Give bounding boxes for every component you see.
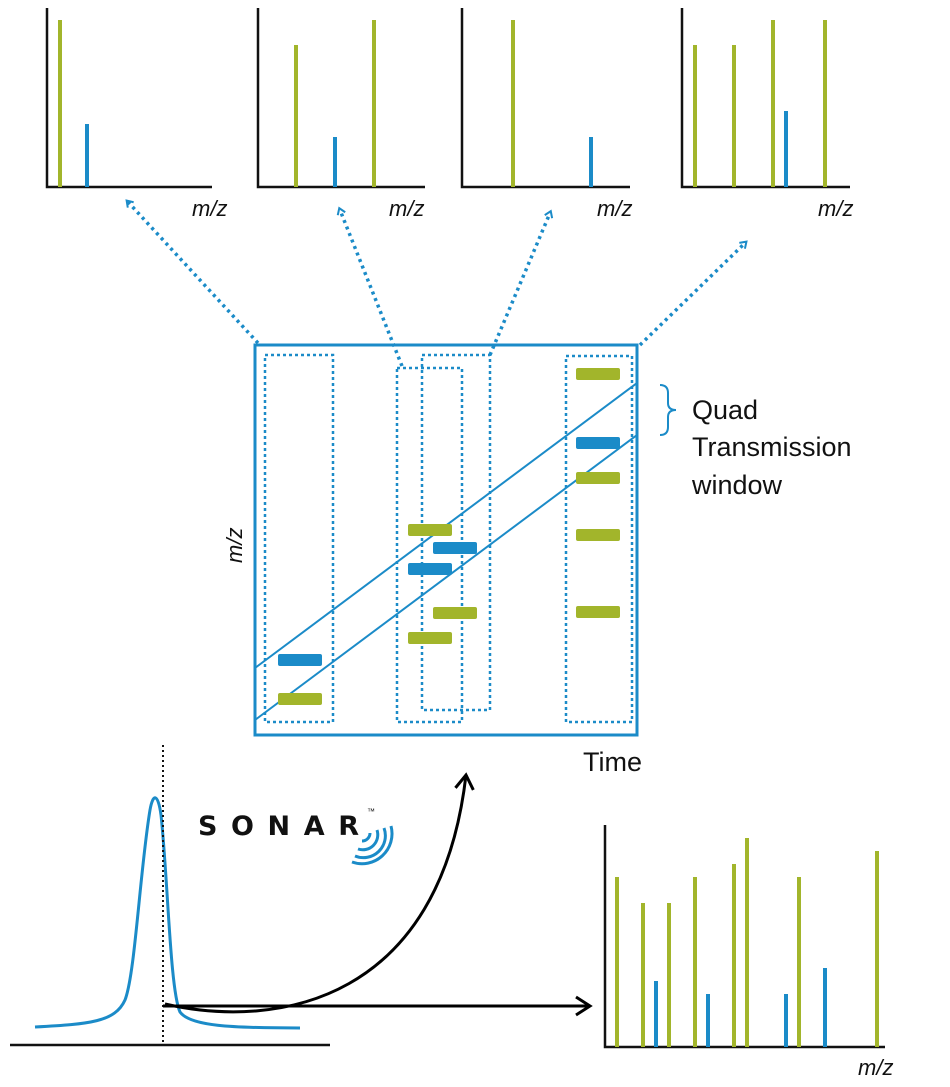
dotted-arrow-2: [336, 206, 404, 367]
arrow-to-main-plot: [164, 772, 475, 1014]
precursor-ion-bar: [576, 437, 620, 449]
quad-label-line-2: Transmission: [692, 432, 852, 462]
scan-window-4: [564, 354, 634, 724]
spectrum-axes: [256, 8, 425, 189]
dotted-arrow-1: [125, 199, 260, 345]
flow-arrows: [163, 772, 593, 1017]
spectrum-1: m/z: [45, 8, 227, 221]
spectrum-x-label: m/z: [818, 196, 853, 221]
dotted-arrow-4: [638, 240, 748, 347]
spectrum-3: m/z: [460, 8, 632, 221]
quad-window-annotation: Quad Transmission window: [659, 384, 852, 500]
fragment-ion-bar: [576, 529, 620, 541]
spectrum-axes: [680, 8, 850, 189]
spectrum-axes: [460, 8, 630, 189]
precursor-ion-bar: [408, 563, 452, 575]
precursor-ion-bar: [433, 542, 477, 554]
main-plot-frame: [253, 343, 639, 737]
projection-arrows: [125, 199, 748, 367]
chromatogram: [10, 745, 330, 1047]
quad-label-line-1: Quad: [692, 395, 758, 425]
spectrum-4: m/z: [680, 8, 853, 221]
combined-spectrum: m/z: [603, 825, 893, 1080]
scan-window-1: [263, 353, 335, 724]
spectrum-x-label: m/z: [597, 196, 632, 221]
spectrum-x-label: m/z: [192, 196, 227, 221]
fragment-ion-bar: [576, 472, 620, 484]
sonar-logo-text: SONAR: [198, 811, 366, 842]
fragment-ion-bar: [408, 524, 452, 536]
fragment-ion-bar: [433, 607, 477, 619]
sonar-logo: SONAR ™: [198, 807, 394, 866]
spectrum-2: m/z: [256, 8, 425, 221]
fragment-ion-bar: [576, 368, 620, 380]
main-plot: m/z Time: [222, 343, 642, 777]
precursor-ion-bar: [278, 654, 322, 666]
spectrum-x-label: m/z: [389, 196, 424, 221]
top-spectra-group: m/z m/z m/z m/z: [45, 8, 853, 221]
fragment-ion-bar: [278, 693, 322, 705]
main-plot-x-label: Time: [583, 747, 642, 777]
quad-window-lower-line: [254, 434, 638, 721]
spectrum-axes: [45, 8, 212, 189]
fragment-ion-bar: [408, 632, 452, 644]
fragment-ion-bar: [576, 606, 620, 618]
quad-label-line-3: window: [691, 470, 783, 500]
chromatographic-peak: [34, 796, 301, 1030]
combined-spectrum-axes: [603, 825, 885, 1049]
combined-spectrum-x-label: m/z: [858, 1055, 893, 1080]
main-plot-y-label: m/z: [222, 528, 247, 563]
sonar-wave-icon: [351, 825, 394, 866]
dotted-arrow-3: [488, 209, 554, 356]
bracket: [659, 384, 677, 436]
trademark: ™: [367, 807, 375, 816]
